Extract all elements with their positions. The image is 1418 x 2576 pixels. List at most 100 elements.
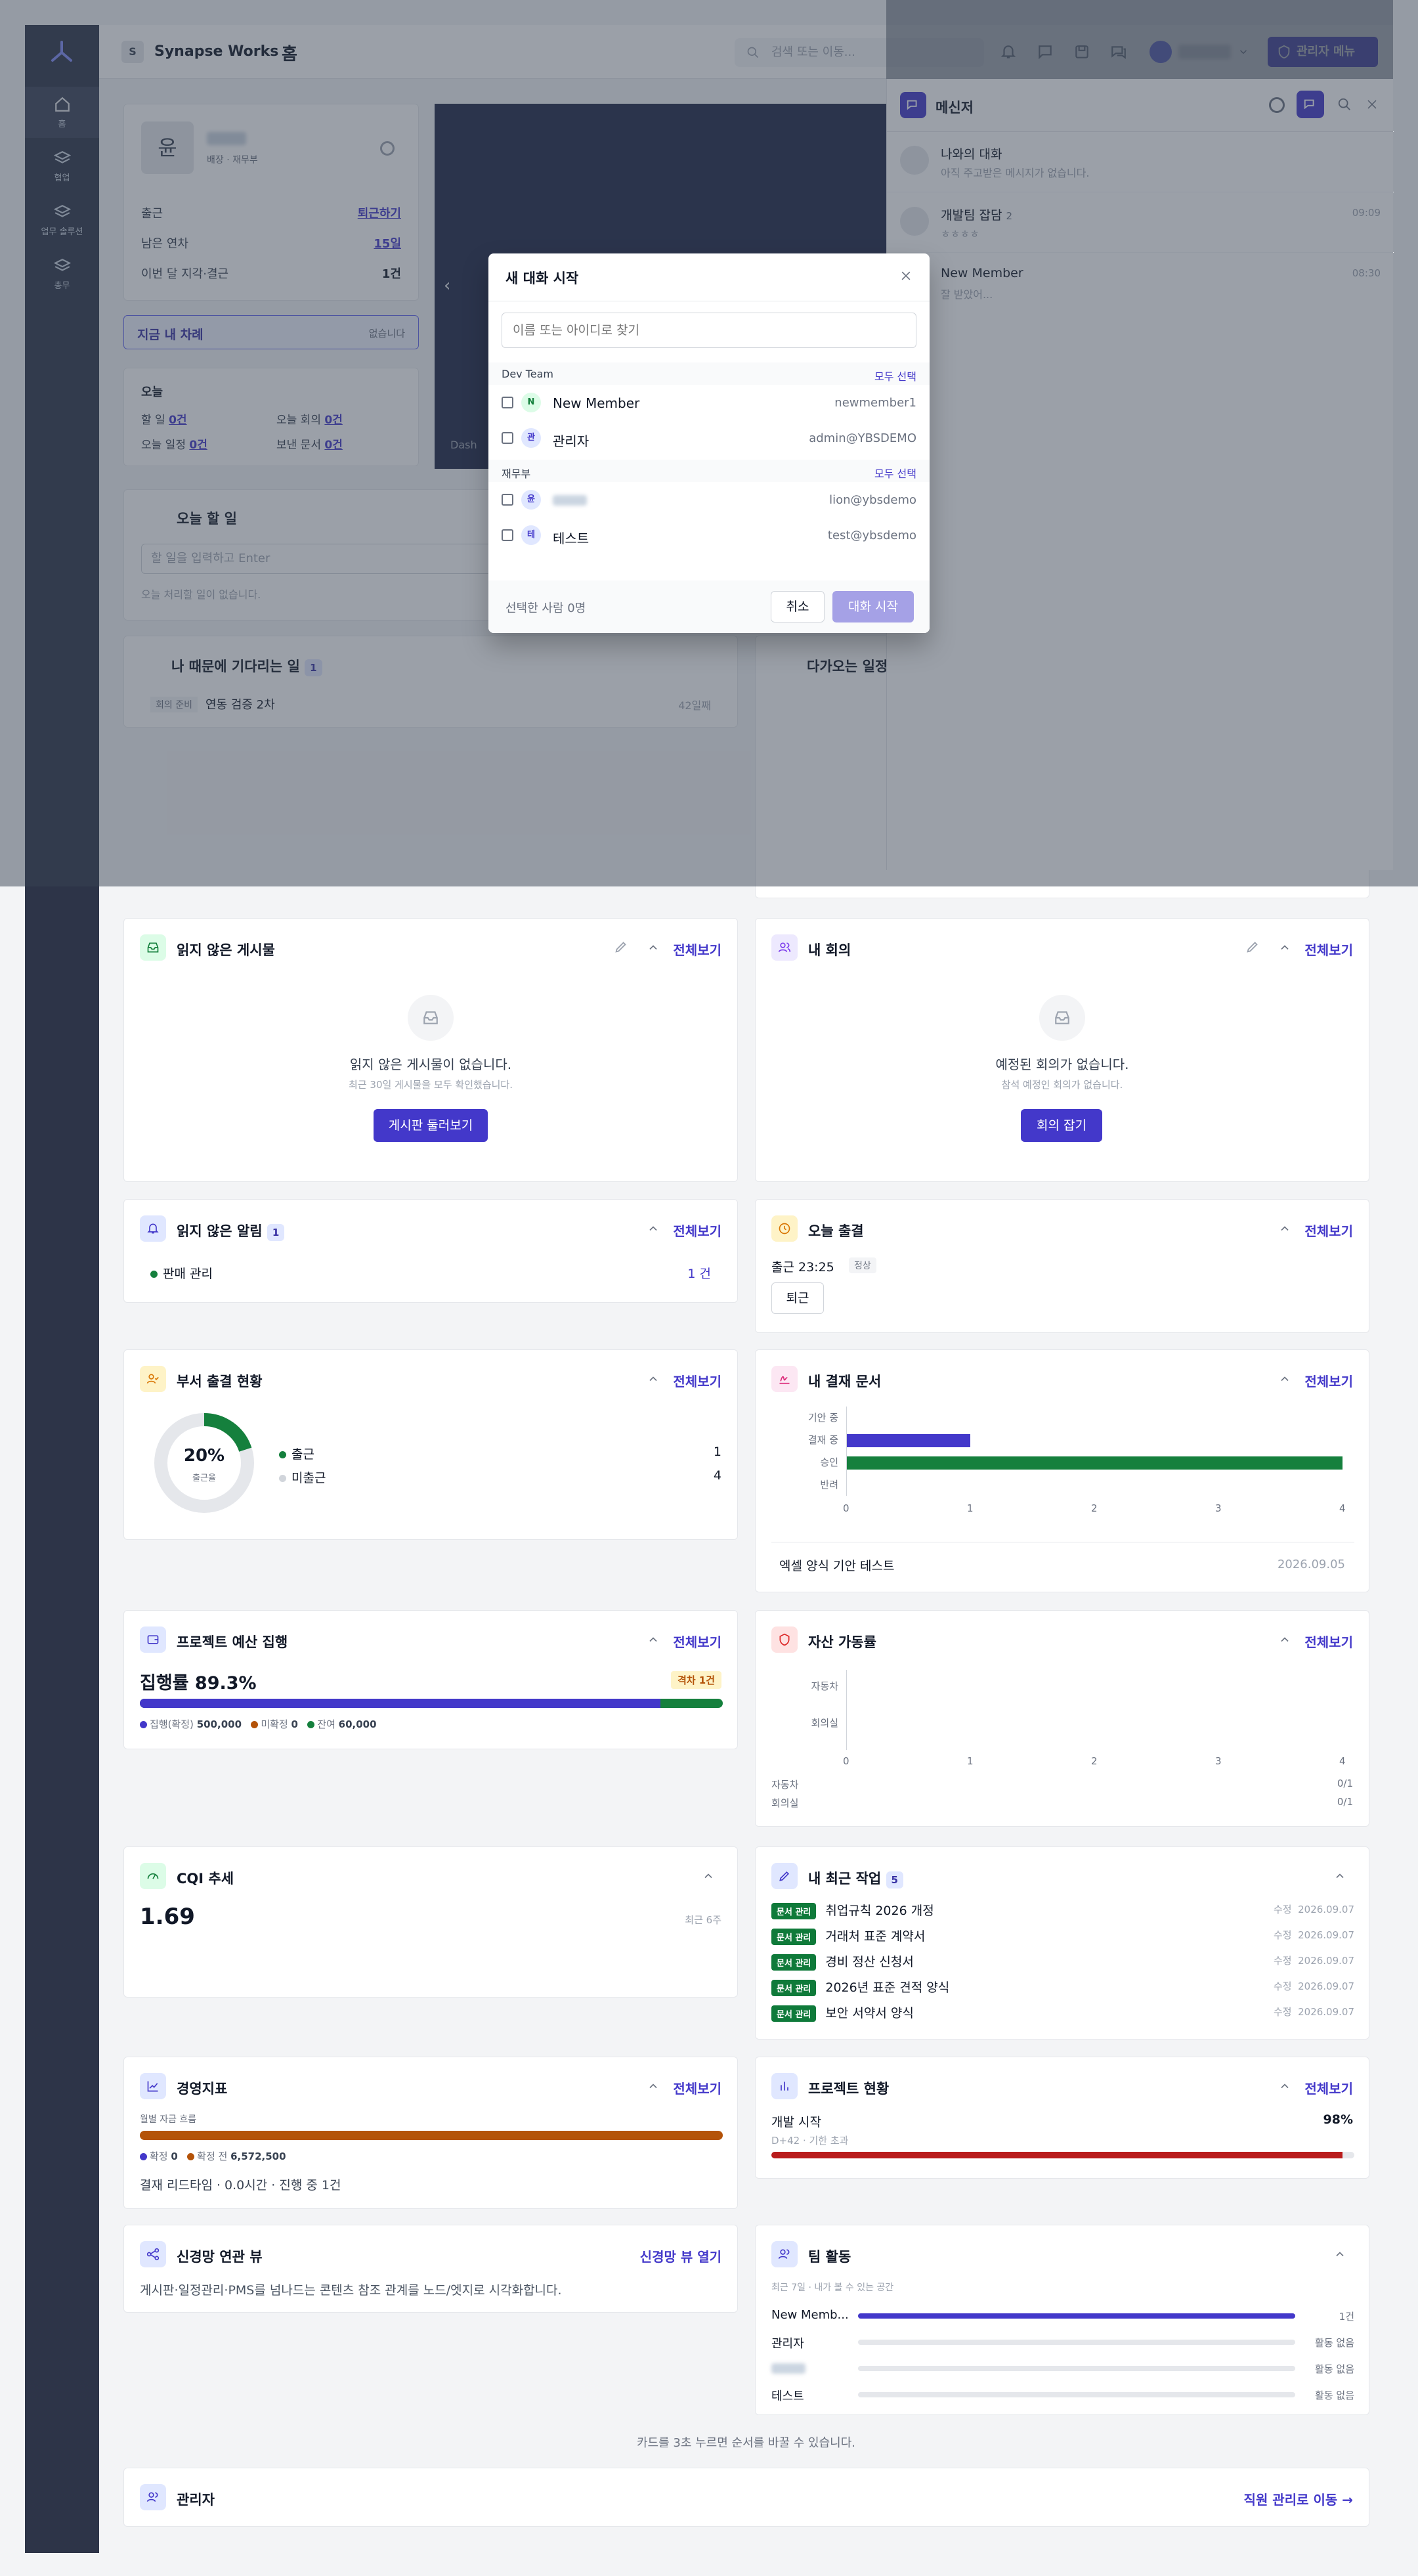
- attendance-percent-label: 출근율: [192, 1474, 216, 1483]
- edit-icon[interactable]: [614, 940, 628, 954]
- approval-doc-name[interactable]: 엑셀 양식 기안 테스트: [779, 1559, 895, 1573]
- asset-label: 자동차: [771, 1779, 799, 1791]
- member-name: 관리자: [553, 433, 590, 449]
- list-item[interactable]: 문서 관리 보안 서약서 양식 수정 2026.09.07: [771, 2003, 1354, 2024]
- edit-icon[interactable]: [1245, 940, 1260, 954]
- chevron-up-icon[interactable]: [647, 1222, 660, 1235]
- chevron-up-icon[interactable]: [647, 1633, 660, 1646]
- chevron-up-icon[interactable]: [1333, 1869, 1346, 1883]
- view-all-link[interactable]: 전체보기: [1304, 942, 1353, 958]
- select-all-link[interactable]: 모두 선택: [874, 370, 916, 383]
- activity-value: 활동 없음: [1315, 2390, 1354, 2401]
- bar-chart-icon: [771, 2073, 798, 2099]
- users-icon: [771, 2241, 798, 2267]
- open-graph-view-link[interactable]: 신경망 뷰 열기: [639, 2249, 721, 2265]
- view-all-link[interactable]: 전체보기: [1304, 2081, 1353, 2097]
- card-title: 내 결재 문서: [808, 1374, 882, 1389]
- kpi-legend: 확정 0 확정 전 6,572,500: [140, 2149, 286, 2163]
- member-name: 테스트: [771, 2390, 804, 2403]
- project-name[interactable]: 개발 시작: [771, 2115, 821, 2129]
- alert-count: 1 건: [687, 1267, 711, 1281]
- chevron-up-icon[interactable]: [1278, 1222, 1291, 1235]
- member-checkbox[interactable]: [502, 432, 513, 444]
- list-item[interactable]: 문서 관리 2026년 표준 견적 양식 수정 2026.09.07: [771, 1978, 1354, 1999]
- approval-tick-label: 2: [1091, 1502, 1098, 1514]
- view-all-link[interactable]: 전체보기: [673, 942, 721, 958]
- inbox-icon: [1039, 995, 1085, 1041]
- network-icon: [140, 2241, 166, 2267]
- view-all-link[interactable]: 전체보기: [1304, 1374, 1353, 1389]
- list-item[interactable]: 문서 관리 경비 정산 신청서 수정 2026.09.07: [771, 1952, 1354, 1973]
- card-title: 내 회의: [808, 942, 851, 958]
- avatar: 테: [521, 525, 541, 545]
- member-checkbox[interactable]: [502, 494, 513, 506]
- attendance-donut: [154, 1413, 254, 1513]
- checkout-button[interactable]: 퇴근: [771, 1282, 824, 1314]
- member-search-input[interactable]: [502, 313, 916, 348]
- chevron-up-icon[interactable]: [702, 1869, 715, 1883]
- member-row[interactable]: 윤 lion@ybsdemo: [488, 482, 930, 517]
- unread-posts-card: 읽지 않은 게시물 전체보기 읽지 않은 게시물이 없습니다. 최근 30일 게…: [123, 918, 738, 1182]
- member-checkbox[interactable]: [502, 529, 513, 541]
- member-row[interactable]: 테 테스트 test@ybsdemo: [488, 517, 930, 553]
- view-all-link[interactable]: 전체보기: [673, 1634, 721, 1650]
- list-item[interactable]: 문서 관리 취업규칙 2026 개정 수정 2026.09.07: [771, 1901, 1354, 1922]
- card-title: 경영지표: [177, 2081, 228, 2097]
- approval-bar: [846, 1456, 1343, 1470]
- card-title: 관리자: [177, 2492, 215, 2508]
- chevron-up-icon[interactable]: [1278, 941, 1291, 954]
- view-all-link[interactable]: 전체보기: [1304, 1223, 1353, 1239]
- schedule-meeting-button[interactable]: 회의 잡기: [1021, 1109, 1102, 1142]
- list-item[interactable]: New Memb... 1건: [771, 2307, 1354, 2326]
- chevron-up-icon[interactable]: [1333, 2248, 1346, 2261]
- view-all-link[interactable]: 전체보기: [673, 2081, 721, 2097]
- doc-date: 수정 2026.09.07: [1273, 1904, 1354, 1915]
- avatar: N: [521, 393, 541, 412]
- legend-value: 1: [713, 1445, 721, 1459]
- chevron-up-icon[interactable]: [647, 941, 660, 954]
- list-item[interactable]: 테스트 활동 없음: [771, 2386, 1354, 2405]
- project-progress: [771, 2152, 1354, 2158]
- list-item[interactable]: 문서 관리 거래처 표준 계약서 수정 2026.09.07: [771, 1927, 1354, 1948]
- empty-title: 예정된 회의가 없습니다.: [995, 1057, 1129, 1072]
- chevron-up-icon[interactable]: [1278, 2080, 1291, 2093]
- list-item[interactable]: 판매 관리: [150, 1264, 213, 1282]
- view-all-link[interactable]: 전체보기: [1304, 1634, 1353, 1650]
- chevron-up-icon[interactable]: [647, 2080, 660, 2093]
- budget-rate: 집행률 89.3%: [140, 1673, 257, 1693]
- browse-board-button[interactable]: 게시판 둘러보기: [374, 1109, 488, 1142]
- list-item[interactable]: 관리자 활동 없음: [771, 2333, 1354, 2353]
- manage-staff-link[interactable]: 직원 관리로 이동 →: [1243, 2492, 1353, 2508]
- selected-count: 선택한 사람 0명: [505, 601, 586, 615]
- list-item[interactable]: 활동 없음: [771, 2359, 1354, 2379]
- chevron-up-icon[interactable]: [1278, 1633, 1291, 1646]
- card-title: 프로젝트 현황: [808, 2081, 890, 2097]
- empty-subtitle: 최근 30일 게시물을 모두 확인했습니다.: [349, 1079, 513, 1091]
- card-title: 읽지 않은 알림 1: [177, 1221, 285, 1241]
- my-meetings-card: 내 회의 전체보기 예정된 회의가 없습니다. 참석 예정인 회의가 없습니다.…: [755, 918, 1369, 1182]
- approval-chart: 기안 중 결재 중 승인 반려 0 1 2 3 4: [756, 1350, 1370, 1534]
- modal-title: 새 대화 시작: [505, 271, 579, 286]
- start-chat-button[interactable]: 대화 시작: [832, 591, 914, 622]
- recent-work-card: 내 최근 작업 5 문서 관리 취업규칙 2026 개정 수정 2026.09.07…: [755, 1846, 1369, 2040]
- dept-attendance-card: 부서 출결 현황 전체보기 20% 출근율 출근 1 미출근 4: [123, 1349, 738, 1540]
- chevron-up-icon[interactable]: [1278, 1372, 1291, 1386]
- member-checkbox[interactable]: [502, 397, 513, 408]
- approval-category-label: 승인: [820, 1456, 838, 1468]
- modal-footer: 선택한 사람 0명 취소 대화 시작: [488, 580, 930, 633]
- approval-tick-label: 0: [843, 1502, 849, 1514]
- unread-alerts-card: 읽지 않은 알림 1 전체보기 판매 관리 1 건: [123, 1199, 738, 1303]
- gauge-icon: [140, 1863, 166, 1889]
- messenger-dimmer: [886, 0, 1393, 870]
- cancel-button[interactable]: 취소: [771, 591, 825, 622]
- asset-value: 0/1: [1337, 1778, 1353, 1789]
- view-all-link[interactable]: 전체보기: [673, 1374, 721, 1389]
- member-row[interactable]: N New Member newmember1: [488, 385, 930, 420]
- close-icon[interactable]: [899, 269, 913, 282]
- chevron-up-icon[interactable]: [647, 1372, 660, 1386]
- asset-tick-label: 0: [843, 1755, 849, 1767]
- asset-tick-label: 1: [967, 1755, 974, 1767]
- select-all-link[interactable]: 모두 선택: [874, 468, 916, 480]
- view-all-link[interactable]: 전체보기: [673, 1223, 721, 1239]
- member-row[interactable]: 관 관리자 admin@YBSDEMO: [488, 420, 930, 456]
